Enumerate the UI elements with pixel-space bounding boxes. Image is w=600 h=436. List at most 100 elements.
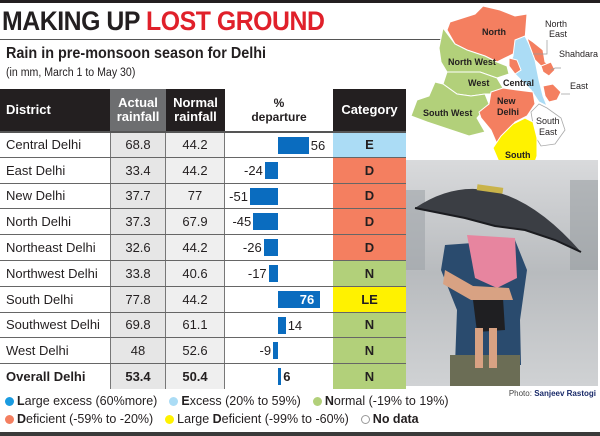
map-label-southwest: South West — [423, 108, 472, 118]
departure-bar — [249, 187, 278, 205]
departure-value: -24 — [244, 162, 263, 178]
actual-rainfall-cell: 37.3 — [110, 209, 166, 235]
category-cell: N — [333, 364, 406, 389]
header-district: District — [0, 89, 110, 131]
table-header: District Actual rainfall Normal rainfall %… — [0, 89, 406, 131]
departure-value: 6 — [283, 369, 291, 385]
category-cell: D — [333, 209, 406, 235]
map-label-newdelhi-1: New — [497, 96, 517, 106]
actual-rainfall-cell: 48 — [110, 338, 166, 364]
district-cell: West Delhi — [6, 343, 69, 359]
departure-cell: -51 — [225, 183, 333, 209]
map-label-newdelhi-2: Delhi — [497, 107, 519, 117]
header-actual: Actual rainfall — [110, 89, 166, 131]
map-label-northwest: North West — [448, 57, 496, 67]
map-label-west: West — [468, 78, 489, 88]
category-cell: N — [333, 260, 406, 286]
chart-title: Rain in pre-monsoon season for Delhi — [6, 45, 267, 62]
table-row: New Delhi 37.7 77 -51 D — [0, 182, 406, 209]
table-row: Northeast Delhi 32.6 44.2 -26 D — [0, 234, 406, 260]
header-category: Category — [333, 89, 406, 131]
map-region-shahdara — [540, 61, 556, 77]
departure-value: 76 — [299, 291, 315, 307]
legend-item-excess: Excess (20% to 59%) — [169, 392, 301, 410]
normal-rainfall-cell: 44.2 — [166, 133, 225, 157]
legend-dot-icon — [5, 414, 14, 424]
departure-bar — [278, 290, 320, 308]
departure-cell: -45 — [225, 209, 333, 235]
departure-bar — [253, 213, 278, 231]
legend-dot-icon — [169, 396, 179, 406]
departure-cell: -24 — [225, 157, 333, 183]
map-label-north: North — [482, 27, 506, 37]
departure-cell: -26 — [225, 235, 333, 260]
delhi-district-map: North North East Shahdara North West Cen… — [410, 5, 598, 177]
category-cell: E — [333, 133, 406, 157]
actual-rainfall-cell: 69.8 — [110, 312, 166, 338]
departure-cell: -17 — [225, 260, 333, 286]
table-row: Central Delhi 68.8 44.2 56 E — [0, 131, 406, 157]
actual-rainfall-cell: 33.8 — [110, 260, 166, 286]
district-cell: Central Delhi — [6, 137, 82, 153]
headline-part1: MAKING UP — [2, 6, 140, 36]
category-cell: D — [333, 235, 406, 260]
departure-bar — [268, 264, 278, 282]
category-cell: LE — [333, 286, 406, 312]
departure-bar — [278, 316, 286, 334]
normal-rainfall-cell: 50.4 — [166, 364, 225, 389]
map-region-southwest — [410, 81, 490, 137]
district-cell: East Delhi — [6, 162, 66, 178]
legend-item-large-deficient: Large Deficient (-99% to -60%) — [165, 410, 349, 428]
map-label-southeast-2: East — [539, 127, 558, 137]
departure-cell: -9 — [225, 338, 333, 364]
title-rule — [0, 39, 446, 40]
district-cell: Northeast Delhi — [6, 240, 96, 256]
legend-dot-icon — [165, 414, 175, 424]
bottom-border — [0, 432, 600, 436]
map-label-southeast-1: South — [536, 116, 560, 126]
map-label-northeast-1: North — [545, 19, 567, 29]
departure-value: -17 — [247, 265, 267, 281]
legend-item-no-data: No data — [360, 410, 419, 428]
departure-cell: 6 — [225, 364, 333, 389]
departure-value: -45 — [232, 214, 252, 230]
map-region-northwest — [438, 26, 510, 79]
departure-value: 56 — [310, 138, 326, 153]
category-cell: N — [333, 312, 406, 338]
departure-cell: 76 — [225, 286, 333, 312]
photo-credit: Photo: Sanjeev Rastogi — [508, 389, 596, 398]
chart-subtitle: (in mm, March 1 to May 30) — [6, 67, 136, 79]
district-cell: South Delhi — [6, 291, 74, 307]
legend-dot-icon — [360, 414, 370, 424]
departure-cell: 56 — [225, 133, 333, 157]
normal-rainfall-cell: 40.6 — [166, 260, 225, 286]
map-label-south: South — [505, 150, 531, 160]
table-row: Northwest Delhi 33.8 40.6 -17 N — [0, 259, 406, 286]
table-row: Southwest Delhi 69.8 61.1 14 N — [0, 311, 406, 338]
map-label-east: East — [570, 81, 589, 91]
headline: MAKING UP LOST GROUND — [2, 6, 325, 36]
actual-rainfall-cell: 33.4 — [110, 157, 166, 183]
table-row: Overall Delhi 53.4 50.4 6 N — [0, 363, 406, 389]
legend-dot-icon — [312, 396, 322, 406]
actual-rainfall-cell: 37.7 — [110, 183, 166, 209]
map-label-shahdara: Shahdara — [559, 49, 598, 59]
table-row: East Delhi 33.4 44.2 -24 D — [0, 156, 406, 183]
map-region-east — [542, 83, 562, 103]
departure-bar — [273, 342, 278, 360]
table-row: West Delhi 48 52.6 -9 N — [0, 337, 406, 364]
actual-rainfall-cell: 68.8 — [110, 133, 166, 157]
normal-rainfall-cell: 67.9 — [166, 209, 225, 235]
departure-cell: 14 — [225, 312, 333, 338]
actual-rainfall-cell: 53.4 — [110, 364, 166, 389]
normal-rainfall-cell: 44.2 — [166, 235, 225, 260]
departure-value: -9 — [259, 343, 272, 359]
departure-bar — [263, 239, 278, 257]
district-cell: North Delhi — [6, 214, 72, 230]
legend-dot-icon — [5, 396, 14, 406]
category-cell: D — [333, 157, 406, 183]
person-with-umbrella-image — [405, 160, 598, 386]
legend-item-large-excess: Large excess (60%more) — [5, 392, 157, 410]
departure-value: -51 — [229, 188, 248, 204]
normal-rainfall-cell: 44.2 — [166, 157, 225, 183]
